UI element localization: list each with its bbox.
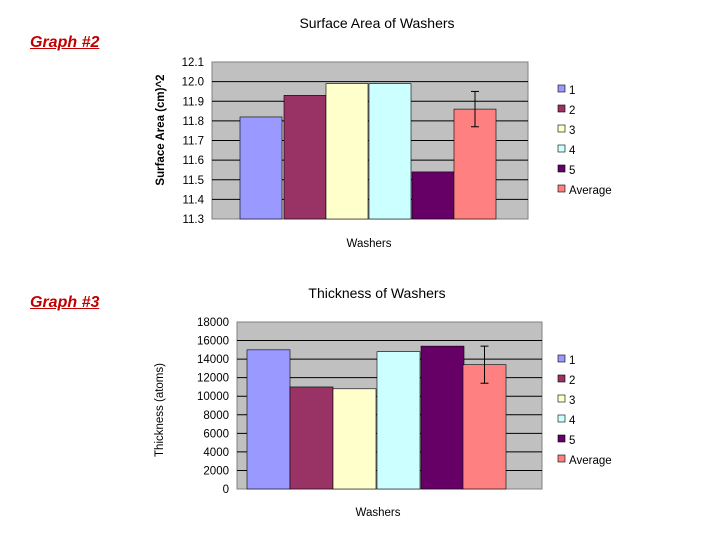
chart3-bar-3 xyxy=(332,388,377,490)
chart2-legend-label: Average xyxy=(569,185,612,197)
chart3-legend-label: Average xyxy=(569,455,612,467)
chart3-legend-label: 4 xyxy=(569,415,576,427)
chart3-y-tick-label: 4000 xyxy=(203,447,229,459)
chart2-bar-4 xyxy=(368,83,412,220)
graph-3-label: Graph #3 xyxy=(30,294,100,311)
chart2-title: Surface Area of Washers xyxy=(299,15,454,31)
chart3-bar-1 xyxy=(246,349,291,490)
chart3-legend-label: 1 xyxy=(569,355,575,367)
chart3-title: Thickness of Washers xyxy=(308,285,445,301)
chart2-y-tick-label: 11.8 xyxy=(182,116,204,128)
chart2-bar-5 xyxy=(411,171,455,220)
chart3-y-tick-label: 8000 xyxy=(203,410,229,422)
chart2-legend-swatch xyxy=(557,104,566,113)
chart3-y-tick-label: 14000 xyxy=(197,354,229,366)
chart3-bar-4 xyxy=(376,351,421,490)
chart3-y-tick-label: 2000 xyxy=(203,465,229,477)
chart3-bar-2 xyxy=(289,386,334,490)
chart2-y-tick-label: 11.4 xyxy=(182,194,204,206)
chart3-bar-5 xyxy=(420,345,465,490)
chart3-legend-swatch xyxy=(557,434,566,443)
chart2-y-tick-label: 11.6 xyxy=(182,155,204,167)
chart3-y-axis-label: Thickness (atoms) xyxy=(154,363,166,457)
chart3-x-axis-label: Washers xyxy=(356,507,401,519)
chart2-y-tick-label: 11.9 xyxy=(182,96,204,108)
chart2-y-tick-label: 11.5 xyxy=(182,175,204,187)
chart2-bar-1 xyxy=(239,116,283,220)
chart2-bar-3 xyxy=(325,83,369,220)
chart2-legend-label: 1 xyxy=(569,85,575,97)
chart2-y-tick-label: 12.0 xyxy=(182,77,204,89)
chart2-y-tick-label: 11.3 xyxy=(182,214,204,226)
chart2-legend-label: 4 xyxy=(569,145,576,157)
chart3-legend-swatch xyxy=(557,394,566,403)
chart2-bar-2 xyxy=(283,95,327,220)
chart3-legend-label: 2 xyxy=(569,375,575,387)
chart3-legend-swatch xyxy=(557,374,566,383)
chart3-legend-label: 3 xyxy=(569,395,575,407)
chart2-legend-label: 2 xyxy=(569,105,575,117)
graph-2-label: Graph #2 xyxy=(30,34,100,51)
chart2-legend-swatch xyxy=(557,124,566,133)
chart3-y-tick-label: 10000 xyxy=(197,391,229,403)
chart3-y-tick-label: 6000 xyxy=(203,428,229,440)
chart3-legend-swatch xyxy=(557,454,566,463)
chart2-legend-swatch xyxy=(557,184,566,193)
chart2-y-tick-label: 12.1 xyxy=(182,57,204,69)
chart3-y-tick-label: 12000 xyxy=(197,373,229,385)
chart2-x-axis-label: Washers xyxy=(347,238,392,250)
chart2-y-axis-label: Surface Area (cm)^2 xyxy=(155,74,167,185)
chart2-legend-label: 3 xyxy=(569,125,575,137)
chart3-legend-swatch xyxy=(557,414,566,423)
chart3-y-tick-label: 16000 xyxy=(197,336,229,348)
chart3-y-tick-label: 0 xyxy=(223,484,229,496)
chart2-bar-average xyxy=(453,108,497,220)
chart3-legend-swatch xyxy=(557,354,566,363)
chart3-y-tick-label: 18000 xyxy=(197,317,229,329)
chart2-legend-swatch xyxy=(557,144,566,153)
chart3-legend-label: 5 xyxy=(569,435,575,447)
chart2-y-tick-label: 11.7 xyxy=(182,136,204,148)
chart2-legend-swatch xyxy=(557,164,566,173)
chart2-legend-label: 5 xyxy=(569,165,575,177)
chart2-legend-swatch xyxy=(557,84,566,93)
chart3-bar-average xyxy=(462,364,507,490)
